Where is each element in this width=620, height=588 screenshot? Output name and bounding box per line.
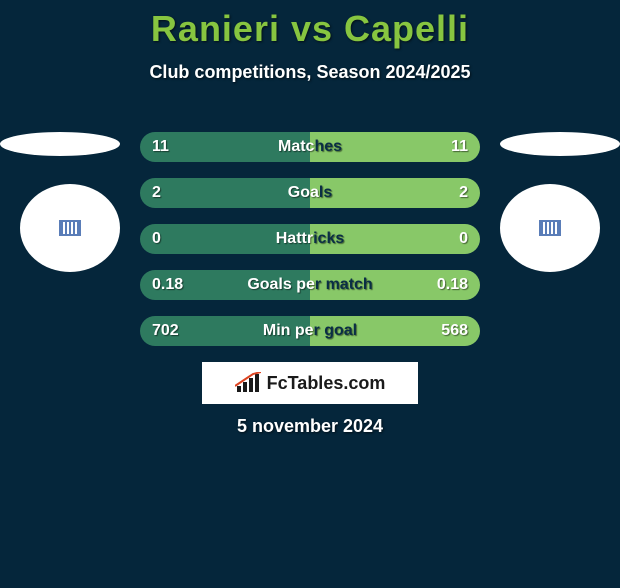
stat-label: Goals per match	[140, 276, 480, 294]
shield-icon	[539, 220, 561, 236]
club-badge-left	[20, 184, 120, 272]
stat-label: Hattricks	[140, 230, 480, 248]
brand-box: FcTables.com	[202, 362, 418, 404]
stat-row: 11 11 Matches	[140, 132, 480, 162]
stat-row: 2 2 Goals	[140, 178, 480, 208]
stat-label: Matches	[140, 138, 480, 156]
stat-row: 0 0 Hattricks	[140, 224, 480, 254]
date-text: 5 november 2024	[0, 416, 620, 437]
stat-label: Goals	[140, 184, 480, 202]
shield-icon	[59, 220, 81, 236]
page-subtitle: Club competitions, Season 2024/2025	[0, 62, 620, 83]
stat-label: Min per goal	[140, 322, 480, 340]
player-photo-right	[500, 132, 620, 156]
bar-chart-icon	[235, 372, 261, 394]
comparison-rows: 11 11 Matches 2 2 Goals 0 0 Hattricks 0.…	[140, 132, 480, 362]
page-title: Ranieri vs Capelli	[0, 8, 620, 50]
brand-text: FcTables.com	[267, 373, 386, 394]
stat-row: 702 568 Min per goal	[140, 316, 480, 346]
club-badge-right	[500, 184, 600, 272]
player-photo-left	[0, 132, 120, 156]
stat-row: 0.18 0.18 Goals per match	[140, 270, 480, 300]
